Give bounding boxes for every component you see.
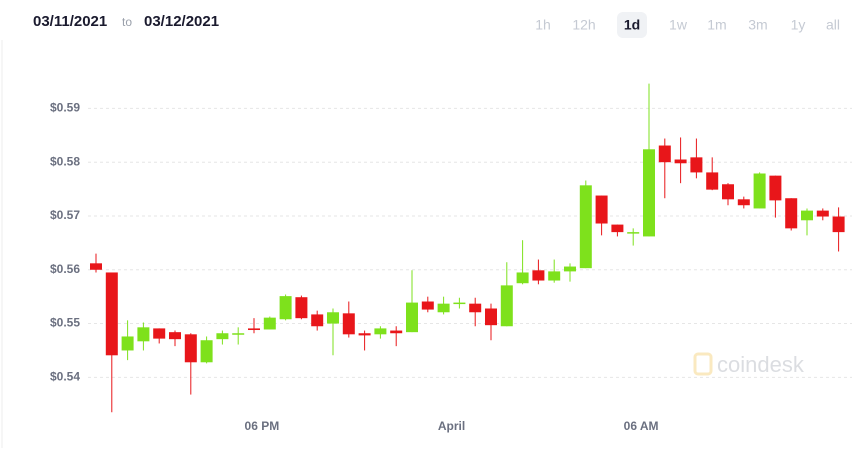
range-button[interactable]: 3m <box>748 17 767 33</box>
candle-body <box>358 333 371 336</box>
candle-body <box>437 303 450 313</box>
watermark-icon <box>693 352 713 376</box>
y-tick-label: $0.54 <box>50 370 80 384</box>
candle-body <box>153 328 166 339</box>
candle-body <box>469 303 482 313</box>
range-button[interactable]: 1m <box>707 17 726 33</box>
candle-body <box>627 232 640 234</box>
candle-body <box>216 333 229 340</box>
y-tick-label: $0.56 <box>50 262 80 276</box>
candle-body <box>453 302 466 305</box>
candle-body <box>832 216 845 233</box>
candle-body <box>374 328 387 335</box>
candle-body <box>263 317 276 330</box>
candle-body <box>121 336 134 351</box>
candle-body <box>200 340 213 363</box>
to-word: to <box>122 15 132 29</box>
range-button[interactable]: 1w <box>669 17 688 33</box>
candle-body <box>516 272 529 284</box>
candle-body <box>674 159 687 164</box>
candle-body <box>232 333 245 335</box>
x-tick-label: April <box>438 419 465 433</box>
candle-body <box>169 332 181 340</box>
range-button[interactable]: 1h <box>535 17 551 33</box>
candle-body <box>279 296 292 320</box>
range-button[interactable]: 12h <box>572 17 595 33</box>
watermark: coindesk <box>693 352 805 377</box>
candle-body <box>737 199 750 206</box>
candle-body <box>327 312 339 324</box>
candle-body <box>421 301 434 310</box>
range-button[interactable]: 1y <box>791 17 806 33</box>
candle-body <box>184 334 197 363</box>
candle-body <box>485 308 497 326</box>
y-tick-label: $0.59 <box>50 101 80 115</box>
candle-body <box>500 285 513 327</box>
candle-body <box>137 327 150 342</box>
y-tick-label: $0.55 <box>50 316 80 330</box>
candle-body <box>769 175 782 201</box>
candle-body <box>816 210 829 217</box>
candle-body <box>611 224 624 233</box>
watermark-text: coindesk <box>717 352 805 377</box>
candle-body <box>342 313 355 335</box>
candle-body <box>248 328 260 331</box>
candle-body <box>390 330 403 334</box>
y-tick-label: $0.57 <box>50 208 80 222</box>
candle-body <box>706 172 719 190</box>
candle-body <box>90 263 102 270</box>
candle-body <box>406 302 418 333</box>
range-button[interactable]: all <box>826 17 840 33</box>
candle-body <box>311 314 324 327</box>
candle-body <box>643 149 655 237</box>
y-tick-label: $0.58 <box>50 154 80 168</box>
candle-body <box>785 198 798 229</box>
candle-body <box>564 266 576 272</box>
date-from: 03/11/2021 <box>33 13 107 30</box>
candle-body <box>532 270 545 281</box>
range-buttons: 1h 12h 1d 1w 1m 3m 1y all <box>535 12 840 38</box>
candle-body <box>548 271 561 281</box>
candle-body <box>295 297 308 319</box>
candle-body <box>753 173 766 209</box>
range-button[interactable]: 1d <box>624 17 640 33</box>
candle-body <box>690 157 703 173</box>
date-to: 03/12/2021 <box>144 13 219 30</box>
candle-body <box>801 210 813 221</box>
range-selected-bg <box>617 12 647 38</box>
x-tick-label: 06 AM <box>624 419 659 433</box>
candle-body <box>105 272 118 356</box>
candle-body <box>579 185 592 269</box>
x-tick-label: 06 PM <box>245 419 280 433</box>
candle-body <box>595 195 608 224</box>
candle-body <box>722 184 734 200</box>
candle-body <box>658 145 671 163</box>
